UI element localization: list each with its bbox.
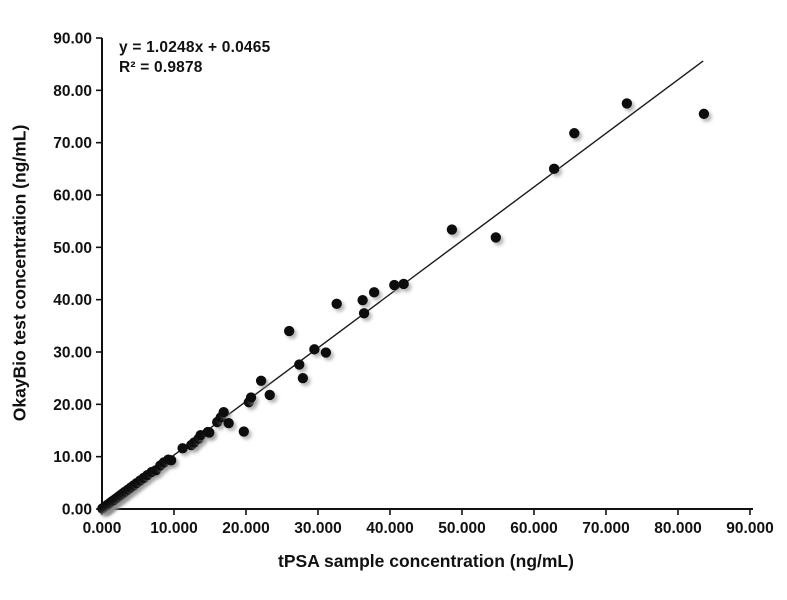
data-point <box>446 224 458 235</box>
data-point <box>569 128 580 139</box>
data-point <box>398 278 409 290</box>
data-point <box>165 455 177 466</box>
r-squared-value: R² = 0.9878 <box>119 59 203 76</box>
x-tick-label: 0.000 <box>83 520 122 537</box>
data-point <box>331 298 342 310</box>
y-tick-label: 80.00 <box>53 83 92 100</box>
x-axis-title: tPSA sample concentration (ng/mL) <box>278 551 574 571</box>
data-point <box>245 392 257 403</box>
data-point <box>548 163 560 175</box>
x-tick-label: 90.000 <box>726 520 773 537</box>
data-point <box>698 108 710 120</box>
y-tick-label: 60.00 <box>53 188 92 205</box>
x-tick-label: 70.000 <box>582 520 629 537</box>
y-tick-label: 40.00 <box>53 292 92 309</box>
data-point <box>255 375 267 386</box>
data-point <box>490 232 502 243</box>
data-point <box>320 347 332 358</box>
data-point <box>368 287 380 298</box>
trendline-annotation: y = 1.0248x + 0.0465 R² = 0.9878 <box>119 38 270 78</box>
x-tick-label: 60.000 <box>510 520 557 537</box>
y-tick-label: 30.00 <box>53 345 92 362</box>
data-point <box>309 344 320 355</box>
x-tick-label: 10.000 <box>150 520 197 537</box>
data-point <box>218 406 229 418</box>
data-point <box>223 417 234 429</box>
y-tick-label: 50.00 <box>53 240 92 257</box>
y-tick-label: 0.00 <box>62 502 92 519</box>
y-tick-label: 10.00 <box>53 449 92 466</box>
x-tick-label: 20.000 <box>222 520 269 537</box>
data-point <box>389 279 400 291</box>
y-tick-label: 90.00 <box>53 31 92 48</box>
data-point <box>264 389 275 401</box>
x-tick-label: 30.000 <box>294 520 341 537</box>
data-point <box>621 98 633 109</box>
data-point <box>284 325 295 337</box>
data-point <box>177 443 188 454</box>
y-tick-label: 70.00 <box>53 135 92 152</box>
data-point <box>294 359 305 370</box>
x-tick-label: 50.000 <box>438 520 485 537</box>
data-point <box>358 308 370 319</box>
data-point <box>238 426 250 437</box>
data-point <box>204 427 215 438</box>
y-axis-title: OkayBio test concentration (ng/mL) <box>9 124 30 422</box>
x-tick-label: 80.000 <box>654 520 701 537</box>
y-tick-label: 20.00 <box>53 397 92 414</box>
data-point <box>357 294 368 306</box>
data-point <box>297 372 309 384</box>
trendline-equation: y = 1.0248x + 0.0465 <box>119 39 271 56</box>
x-tick-label: 40.000 <box>366 520 413 537</box>
